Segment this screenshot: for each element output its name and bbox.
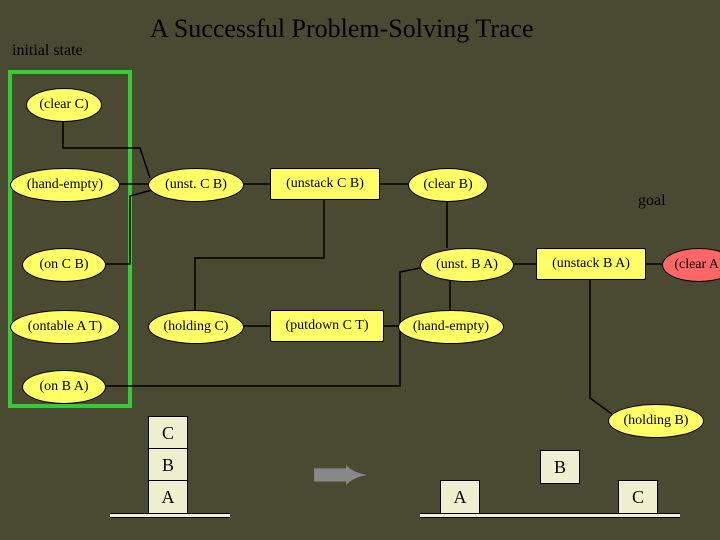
table-right — [420, 513, 680, 518]
node-clear-b: (clear B) — [408, 168, 488, 202]
block-a-right: A — [440, 480, 480, 514]
table-left — [110, 513, 230, 518]
node-hand-empty: (hand-empty) — [10, 168, 120, 202]
block-b-left: B — [148, 448, 188, 482]
node-unst-ba: (unst. B A) — [420, 248, 514, 282]
node-clear-c: (clear C) — [26, 88, 102, 122]
node-holding-c: (holding C) — [148, 310, 244, 344]
node-holding-b: (holding B) — [608, 404, 704, 438]
block-b-right: B — [540, 450, 580, 484]
label-initial-state: initial state — [12, 42, 83, 60]
block-a-left: A — [148, 480, 188, 514]
node-on-b-a: (on B A) — [22, 370, 106, 404]
node-unstack-ba: (unstack B A) — [536, 248, 646, 280]
diagram-title: A Successful Problem-Solving Trace — [150, 14, 534, 44]
node-hand-empty2: (hand-empty) — [398, 310, 504, 344]
block-c-left: C — [148, 416, 188, 450]
node-putdown-ct: (putdown C T) — [270, 310, 384, 342]
label-goal: goal — [638, 192, 666, 210]
block-c-right: C — [618, 480, 658, 514]
node-on-c-b: (on C B) — [22, 248, 106, 282]
arrow-icon: ➨ — [310, 446, 370, 502]
node-unstack-cb: (unstack C B) — [270, 168, 380, 200]
node-ontable-at: (ontable A T) — [10, 310, 120, 344]
node-unst-cb: (unst. C B) — [148, 168, 244, 202]
node-clear-a: (clear A) — [662, 248, 720, 282]
